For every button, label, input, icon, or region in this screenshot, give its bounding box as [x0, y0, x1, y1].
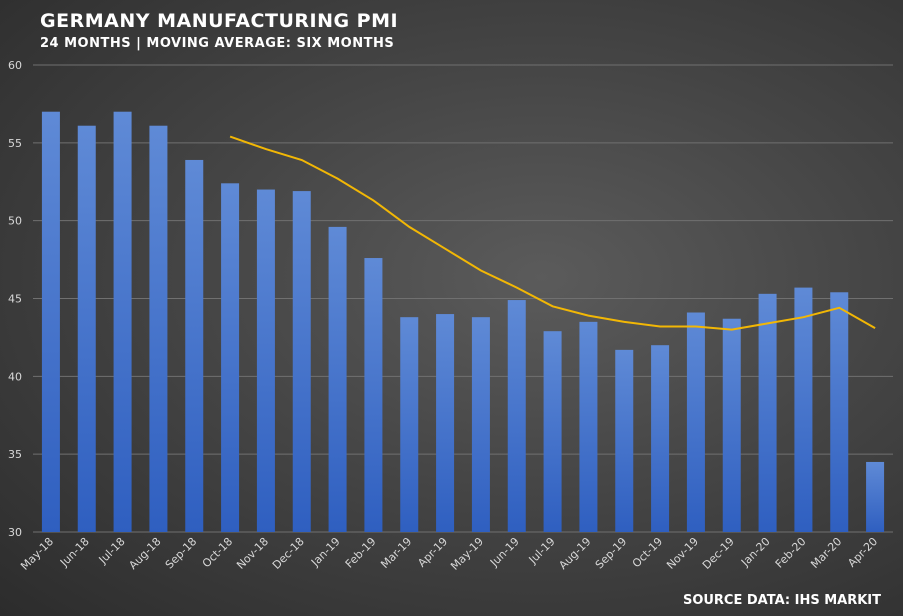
- y-tick-label: 35: [8, 448, 22, 461]
- x-tick-label: Jan-19: [308, 535, 343, 570]
- x-tick-label: Nov-19: [664, 535, 701, 572]
- x-tick-label: Mar-19: [378, 535, 414, 571]
- bar-Sep-19: [615, 349, 634, 532]
- bar-Nov-19: [686, 312, 705, 532]
- x-tick-label: Jun-19: [487, 535, 522, 570]
- x-tick-label: May-18: [18, 535, 56, 573]
- y-tick-label: 50: [8, 215, 22, 228]
- x-tick-label: Mar-20: [808, 535, 844, 571]
- x-tick-label: Sep-18: [163, 535, 200, 572]
- y-tick-label: 60: [8, 59, 22, 72]
- x-tick-label: Aug-18: [126, 535, 163, 572]
- bar-Mar-20: [830, 292, 849, 532]
- bar-Jun-19: [507, 300, 526, 532]
- bar-Nov-18: [256, 189, 275, 533]
- x-tick-label: Aug-19: [556, 535, 593, 572]
- source-note: SOURCE DATA: IHS MARKIT: [682, 593, 881, 608]
- bar-Oct-18: [221, 183, 240, 532]
- chart-subtitle: 24 MONTHS | MOVING AVERAGE: SIX MONTHS: [40, 36, 395, 51]
- bar-Jan-19: [328, 226, 347, 533]
- bar-Mar-19: [400, 317, 419, 532]
- x-tick-label: Dec-18: [270, 535, 307, 572]
- bar-Aug-18: [149, 125, 168, 533]
- bar-Feb-20: [794, 287, 813, 532]
- moving-average-line: [229, 135, 876, 331]
- y-tick-label: 55: [8, 137, 22, 150]
- y-tick-label: 45: [8, 293, 22, 306]
- bar-Feb-19: [364, 258, 383, 532]
- x-tick-label: Jul-19: [526, 535, 558, 567]
- bar-Dec-19: [722, 318, 741, 532]
- x-tick-label: Feb-19: [343, 535, 379, 571]
- bar-Jul-19: [543, 331, 562, 532]
- x-tick-label: Jun-18: [57, 535, 92, 570]
- bar-Aug-19: [579, 321, 598, 532]
- x-tick-label: Oct-18: [200, 535, 235, 570]
- bar-Jul-18: [113, 111, 132, 532]
- x-tick-label: Sep-19: [593, 535, 630, 572]
- x-tick-label: Jul-18: [96, 535, 128, 567]
- bar-May-19: [471, 317, 490, 532]
- y-tick-label: 30: [8, 526, 22, 539]
- bar-Dec-18: [292, 191, 311, 532]
- x-tick-label: Nov-18: [234, 535, 271, 572]
- bar-Oct-19: [651, 345, 670, 532]
- x-tick-label: Oct-19: [630, 535, 665, 570]
- y-tick-label: 40: [8, 370, 22, 383]
- bar-Sep-18: [185, 159, 204, 532]
- bar-Jan-20: [758, 293, 777, 532]
- x-tick-label: Jan-20: [738, 535, 773, 570]
- x-tick-label: Feb-20: [773, 535, 809, 571]
- x-tick-label: May-19: [448, 535, 486, 573]
- x-tick-label: Apr-20: [845, 535, 880, 570]
- bar-May-18: [41, 111, 60, 532]
- bar-Apr-20: [866, 461, 885, 532]
- bar-Jun-18: [77, 125, 96, 533]
- chart-title: GERMANY MANUFACTURING PMI: [40, 10, 399, 32]
- x-tick-label: Dec-19: [700, 535, 737, 572]
- x-tick-label: Apr-19: [415, 535, 450, 570]
- bar-Apr-19: [436, 314, 455, 532]
